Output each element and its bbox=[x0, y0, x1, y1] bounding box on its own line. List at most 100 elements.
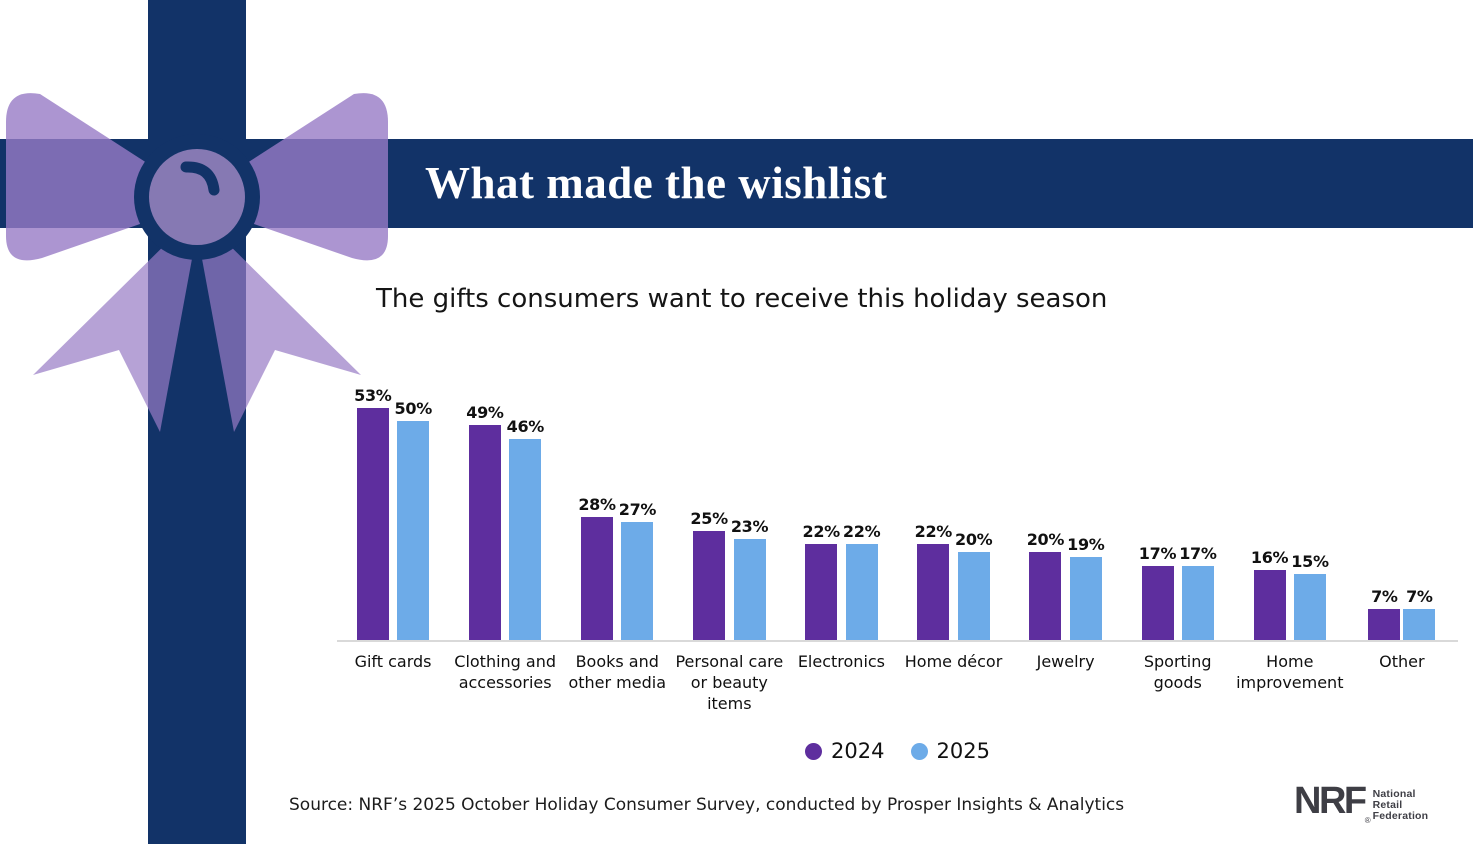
bar-column: 15% bbox=[1291, 552, 1329, 640]
bar-value-label: 46% bbox=[506, 416, 545, 436]
chart-plot: 53% 50% Gift cards 49% 46% Clothing and acces… bbox=[337, 380, 1458, 714]
category-group: 17% 17% Sporting goods bbox=[1122, 380, 1234, 714]
bar-pair: 16% 15% bbox=[1251, 380, 1329, 640]
bar-value-label: 22% bbox=[802, 521, 841, 541]
bar-2024 bbox=[1029, 552, 1062, 640]
bar-2024 bbox=[805, 543, 838, 640]
bar-value-label: 49% bbox=[466, 403, 504, 423]
bar-2024 bbox=[468, 425, 501, 640]
bar-value-label: 28% bbox=[578, 495, 616, 515]
category-label: Books and other media bbox=[568, 652, 666, 692]
bar-value-label: 17% bbox=[1138, 543, 1177, 563]
category-group: 53% 50% Gift cards bbox=[337, 380, 449, 714]
category-label: Home décor bbox=[904, 652, 1003, 671]
bar-value-label: 17% bbox=[1179, 543, 1217, 563]
bar-2025 bbox=[397, 421, 430, 640]
bar-column: 16% bbox=[1250, 547, 1289, 640]
bar-column: 23% bbox=[730, 517, 769, 640]
bar-chart: 53% 50% Gift cards 49% 46% Clothing and acces… bbox=[337, 380, 1458, 714]
category-group: 22% 20% Home décor bbox=[897, 380, 1009, 714]
bar-2025 bbox=[1069, 556, 1102, 640]
bar-2025 bbox=[957, 552, 990, 640]
category-label: Home improvement bbox=[1236, 652, 1344, 692]
category-group: 22% 22% Electronics bbox=[785, 380, 897, 714]
bar-value-label: 19% bbox=[1067, 534, 1105, 554]
nrf-tagline-line: National bbox=[1372, 788, 1416, 800]
bar-2025 bbox=[621, 521, 654, 640]
nrf-logo-tagline: National Retail Federation bbox=[1373, 786, 1429, 822]
bar-value-label: 50% bbox=[394, 399, 433, 418]
bar-column: 22% bbox=[803, 522, 840, 640]
legend-dot-icon bbox=[910, 742, 928, 760]
bar-column: 7% bbox=[1368, 587, 1401, 640]
legend-item-2024: 2024 bbox=[805, 739, 885, 763]
bar-pair: 22% 20% bbox=[915, 380, 993, 640]
bar-pair: 49% 46% bbox=[466, 380, 544, 640]
gift-bow-icon bbox=[6, 93, 388, 432]
category-label: Gift cards bbox=[354, 652, 432, 671]
registered-trademark-icon: ® bbox=[1364, 815, 1371, 825]
legend-item-2025: 2025 bbox=[910, 739, 990, 763]
chart-legend: 2024 2025 bbox=[337, 739, 1458, 763]
bar-pair: 25% 23% bbox=[690, 380, 769, 640]
bar-column: 22% bbox=[915, 522, 952, 640]
nrf-tagline-line: Retail bbox=[1372, 799, 1403, 811]
bar-column: 17% bbox=[1138, 543, 1177, 640]
bar-value-label: 15% bbox=[1291, 552, 1329, 572]
category-group: 49% 46% Clothing and accessories bbox=[449, 380, 561, 714]
bar-column: 25% bbox=[690, 508, 728, 640]
nrf-tagline-line: Federation bbox=[1372, 810, 1429, 822]
bar-2024 bbox=[1368, 609, 1401, 640]
bar-2024 bbox=[581, 517, 614, 640]
nrf-logo: NRF ® National Retail Federation bbox=[1294, 780, 1429, 825]
bar-column: 7% bbox=[1403, 587, 1436, 640]
category-group: 28% 27% Books and other media bbox=[561, 380, 673, 714]
bar-pair: 22% 22% bbox=[803, 380, 881, 640]
bar-value-label: 25% bbox=[690, 508, 728, 528]
bar-column: 19% bbox=[1067, 534, 1105, 640]
bar-2024 bbox=[1141, 565, 1174, 640]
bar-value-label: 22% bbox=[842, 521, 881, 541]
category-label: Personal care or beauty items bbox=[675, 652, 784, 713]
bar-pair: 28% 27% bbox=[578, 380, 656, 640]
x-axis-line bbox=[337, 640, 1458, 642]
bar-2025 bbox=[1181, 565, 1214, 640]
bar-2025 bbox=[733, 539, 766, 640]
bar-column: 49% bbox=[466, 403, 504, 640]
bar-pair: 17% 17% bbox=[1139, 380, 1217, 640]
bar-column: 27% bbox=[619, 500, 656, 640]
category-label: Other bbox=[1379, 652, 1425, 671]
bar-column: 50% bbox=[395, 399, 432, 640]
legend-label: 2024 bbox=[831, 739, 885, 763]
bar-value-label: 7% bbox=[1371, 587, 1398, 607]
bar-2024 bbox=[1253, 569, 1286, 640]
bar-2025 bbox=[509, 438, 542, 640]
bar-2024 bbox=[693, 530, 726, 640]
bar-value-label: 53% bbox=[354, 385, 392, 405]
bar-2024 bbox=[917, 543, 950, 640]
category-label: Electronics bbox=[797, 652, 886, 671]
category-label: Sporting goods bbox=[1143, 652, 1212, 692]
bar-2024 bbox=[356, 407, 389, 640]
category-label: Jewelry bbox=[1036, 652, 1095, 671]
category-group: 25% 23% Personal care or beauty items bbox=[673, 380, 785, 714]
category-group: 7% 7% Other bbox=[1346, 380, 1458, 714]
bar-column: 20% bbox=[955, 530, 993, 640]
legend-dot-icon bbox=[805, 742, 823, 760]
bar-value-label: 16% bbox=[1250, 547, 1289, 567]
chart-subtitle: The gifts consumers want to receive this… bbox=[376, 284, 1108, 314]
bar-2025 bbox=[1294, 574, 1326, 640]
category-group: 20% 19% Jewelry bbox=[1010, 380, 1122, 714]
category-label: Clothing and accessories bbox=[454, 652, 557, 692]
category-group: 16% 15% Home improvement bbox=[1234, 380, 1346, 714]
legend-label: 2025 bbox=[936, 739, 990, 763]
bar-column: 28% bbox=[578, 495, 616, 640]
bar-pair: 53% 50% bbox=[354, 380, 432, 640]
bar-value-label: 23% bbox=[730, 517, 769, 537]
bar-value-label: 20% bbox=[955, 530, 993, 550]
nrf-logo-brand: NRF ® bbox=[1294, 780, 1371, 825]
bar-value-label: 22% bbox=[914, 521, 953, 541]
bar-column: 46% bbox=[507, 417, 544, 640]
source-note: Source: NRF’s 2025 October Holiday Consu… bbox=[289, 795, 1125, 815]
bar-column: 17% bbox=[1179, 543, 1217, 640]
